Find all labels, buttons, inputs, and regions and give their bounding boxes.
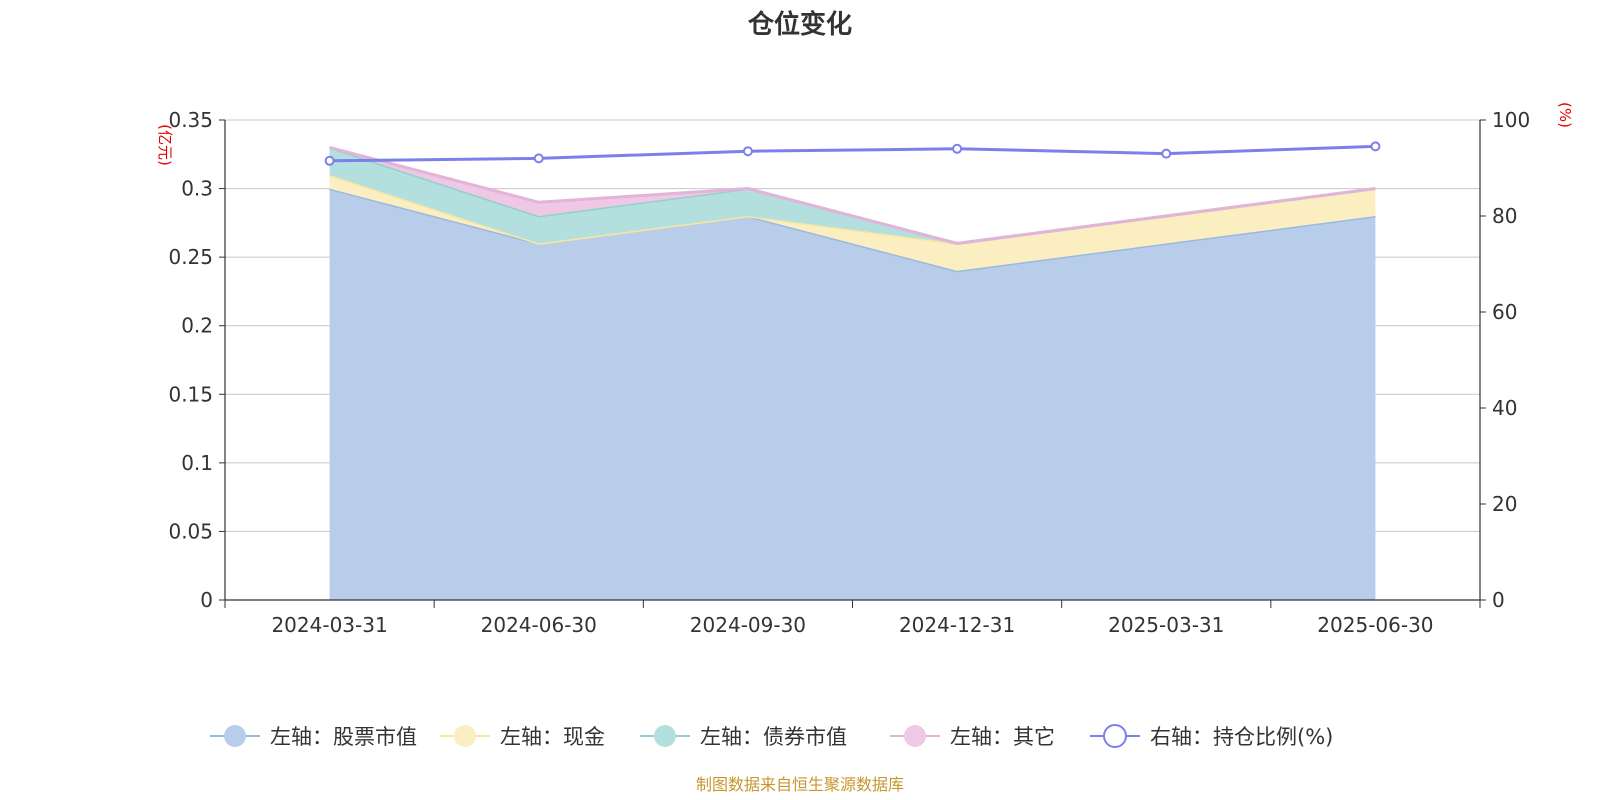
area-series-4-edge bbox=[329, 145, 1376, 245]
source-note: 制图数据来自恒生聚源数据库 bbox=[696, 775, 904, 794]
right-axis-ticks: 0 20 40 60 80 100 bbox=[1480, 108, 1530, 612]
left-tick-label: 0 bbox=[200, 588, 213, 612]
legend-label: 右轴：持仓比例(%) bbox=[1150, 725, 1333, 749]
left-tick-label: 0.35 bbox=[168, 108, 213, 132]
area-series-3 bbox=[329, 147, 1376, 244]
x-tick-label: 2024-03-31 bbox=[271, 613, 387, 637]
x-tick-label: 2025-03-31 bbox=[1108, 613, 1224, 637]
legend-label: 左轴：其它 bbox=[950, 725, 1055, 749]
legend-label: 左轴：债券市值 bbox=[700, 725, 847, 749]
right-tick-label: 100 bbox=[1492, 108, 1530, 132]
right-tick-label: 80 bbox=[1492, 204, 1517, 228]
legend-marker bbox=[454, 725, 476, 747]
ratio-point bbox=[952, 143, 963, 154]
legend-label: 左轴：股票市值 bbox=[270, 725, 417, 749]
left-tick-label: 0.3 bbox=[181, 177, 213, 201]
right-axis-unit: (%) bbox=[1556, 102, 1574, 128]
legend-marker bbox=[1103, 724, 1127, 748]
left-tick-label: 0.05 bbox=[168, 519, 213, 543]
ratio-point bbox=[742, 146, 753, 157]
x-tick-label: 2024-06-30 bbox=[481, 613, 597, 637]
legend-marker bbox=[224, 725, 246, 747]
left-tick-label: 0.15 bbox=[168, 382, 213, 406]
x-tick-label: 2024-12-31 bbox=[899, 613, 1015, 637]
legend-marker bbox=[904, 725, 926, 747]
ratio-line-path bbox=[329, 144, 1376, 163]
legend-label: 左轴：现金 bbox=[500, 725, 605, 749]
legend: 左轴：股票市值 左轴：现金 左轴：债券市值 左轴：其它 右轴：持仓比例(%) bbox=[210, 724, 1333, 749]
area-series-2 bbox=[329, 174, 1376, 271]
stacked-areas bbox=[329, 145, 1376, 601]
right-tick-label: 0 bbox=[1492, 588, 1505, 612]
x-axis-ticks: 2024-03-31 2024-06-30 2024-09-30 2024-12-31… bbox=[224, 600, 1481, 637]
ratio-point bbox=[324, 155, 335, 166]
ratio-point bbox=[1370, 141, 1381, 152]
x-tick-label: 2025-06-30 bbox=[1317, 613, 1433, 637]
right-tick-label: 40 bbox=[1492, 396, 1517, 420]
left-axis-unit: (亿元) bbox=[156, 124, 174, 166]
ratio-point bbox=[1161, 148, 1172, 159]
right-tick-label: 60 bbox=[1492, 300, 1517, 324]
ratio-line-series bbox=[324, 141, 1381, 166]
left-tick-label: 0.1 bbox=[181, 451, 213, 475]
left-tick-label: 0.2 bbox=[181, 314, 213, 338]
left-tick-label: 0.25 bbox=[168, 245, 213, 269]
left-axis-ticks: 0 0.05 0.1 0.15 0.2 0.25 0.3 0.35 bbox=[168, 108, 225, 612]
chart-title: 仓位变化 bbox=[747, 9, 852, 40]
ratio-point bbox=[533, 153, 544, 164]
area-series-1 bbox=[329, 188, 1376, 601]
x-tick-label: 2024-09-30 bbox=[690, 613, 806, 637]
legend-marker bbox=[654, 725, 676, 747]
right-tick-label: 20 bbox=[1492, 492, 1517, 516]
